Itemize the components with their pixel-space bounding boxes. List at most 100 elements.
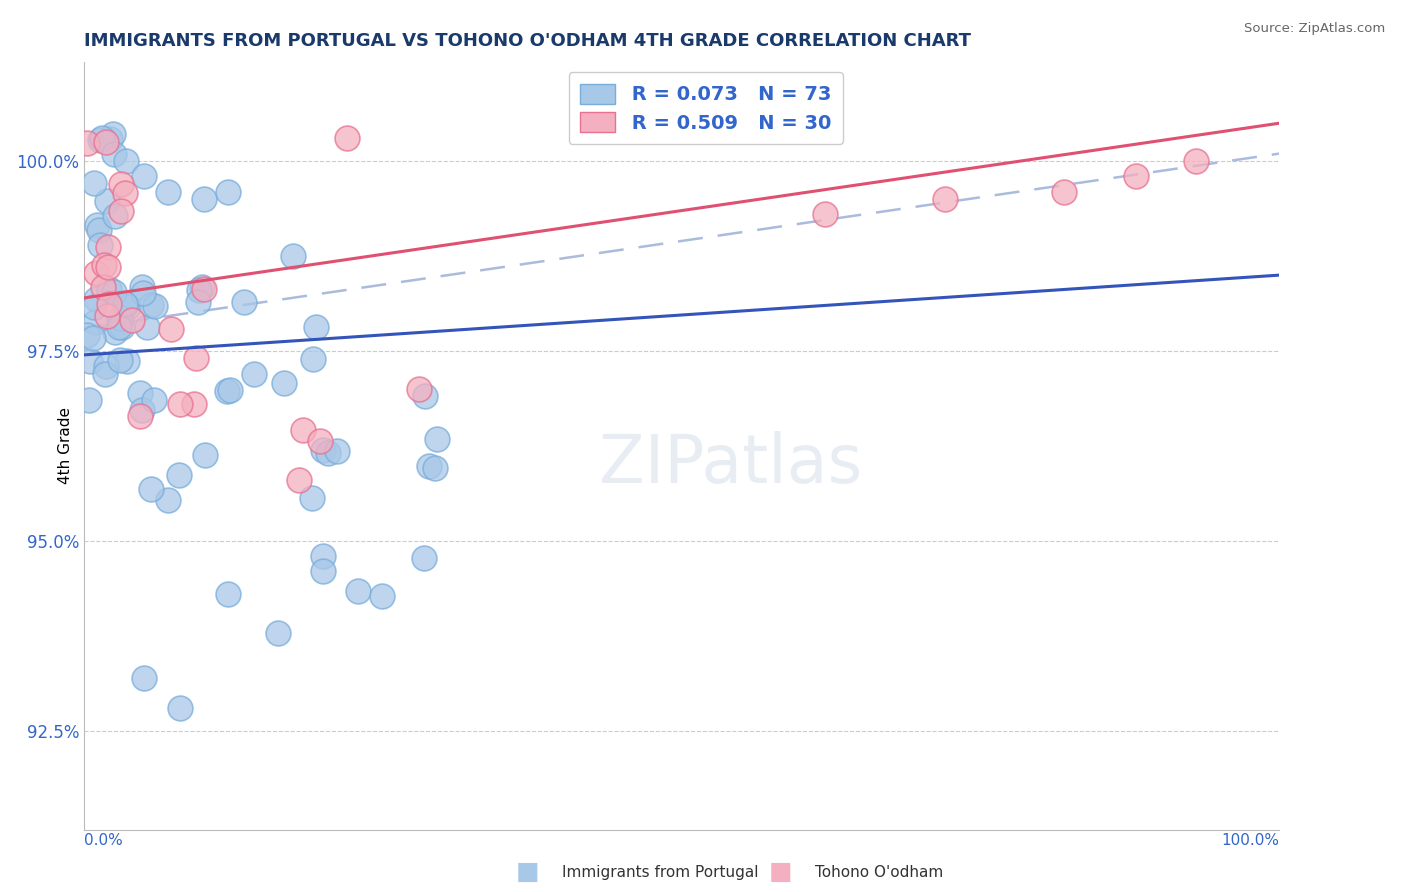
Point [301,352,323,367]
Point [91,279,114,293]
Point [418,459,440,474]
Point [136,320,159,334]
Point [101,127,124,141]
Point [110,320,132,334]
Point [143,299,166,313]
Point [312,564,335,578]
Point [89,223,111,237]
Text: IMMIGRANTS FROM PORTUGAL VS TOHONO O'ODHAM 4TH GRADE CORRELATION CHART: IMMIGRANTS FROM PORTUGAL VS TOHONO O'ODH… [84,32,972,50]
Point [1053,185,1076,199]
Point [93,367,115,381]
Point [103,285,125,299]
Point [94,135,117,149]
Point [934,192,956,206]
Point [423,461,446,475]
Point [288,473,311,487]
Point [426,433,449,447]
Point [218,383,240,397]
Point [82,331,104,345]
Text: 0.0%: 0.0% [84,833,124,848]
Point [316,446,339,460]
Point [336,131,359,145]
Point [84,266,107,280]
Point [157,492,180,507]
Point [129,385,152,400]
Point [96,194,118,209]
Point [110,177,132,191]
Point [191,280,214,294]
Point [93,258,115,272]
Point [103,146,125,161]
Point [283,249,305,263]
Point [217,185,239,199]
Point [347,584,370,599]
Point [814,207,837,221]
Point [76,328,98,343]
Point [167,468,190,483]
Point [103,326,125,340]
Point [114,186,136,200]
Point [94,359,117,373]
Point [91,131,114,145]
Point [312,549,335,563]
Point [115,296,138,310]
Point [412,551,434,566]
Point [79,353,101,368]
Point [117,300,139,314]
Point [115,354,138,368]
Point [184,351,207,365]
Point [142,392,165,407]
Point [291,423,314,437]
Point [159,322,181,336]
Point [114,297,136,311]
Point [121,313,143,327]
Point [215,384,238,398]
Point [110,353,132,368]
Point [413,389,436,403]
Point [169,701,191,715]
Point [97,282,120,296]
Point [305,319,328,334]
Point [273,376,295,390]
Legend:  R = 0.073   N = 73,  R = 0.509   N = 30: R = 0.073 N = 73, R = 0.509 N = 30 [568,72,844,145]
Point [110,311,132,326]
Point [86,218,108,232]
Point [131,402,153,417]
Text: ■: ■ [516,861,538,884]
Point [232,295,254,310]
Point [169,397,191,411]
Point [1125,169,1147,184]
Point [131,280,153,294]
Point [110,203,132,218]
Point [194,448,217,462]
Point [115,154,138,169]
Point [129,409,152,424]
Point [193,282,215,296]
Point [83,301,105,315]
Point [83,176,105,190]
Point [267,625,290,640]
Point [183,397,205,411]
Text: 100.0%: 100.0% [1222,833,1279,848]
Text: ■: ■ [769,861,792,884]
Point [132,286,155,301]
Point [371,589,394,603]
Point [139,298,162,312]
Point [97,240,120,254]
Point [77,392,100,407]
Point [188,283,211,297]
Point [187,295,209,310]
Y-axis label: 4th Grade: 4th Grade [58,408,73,484]
Point [84,315,107,329]
Text: Immigrants from Portugal: Immigrants from Portugal [562,865,759,880]
Point [325,443,347,458]
Point [76,136,98,151]
Point [98,132,121,146]
Point [193,192,215,206]
Text: Tohono O'odham: Tohono O'odham [815,865,943,880]
Point [243,367,266,381]
Point [89,133,111,147]
Point [301,491,323,505]
Point [1185,154,1208,169]
Point [97,297,120,311]
